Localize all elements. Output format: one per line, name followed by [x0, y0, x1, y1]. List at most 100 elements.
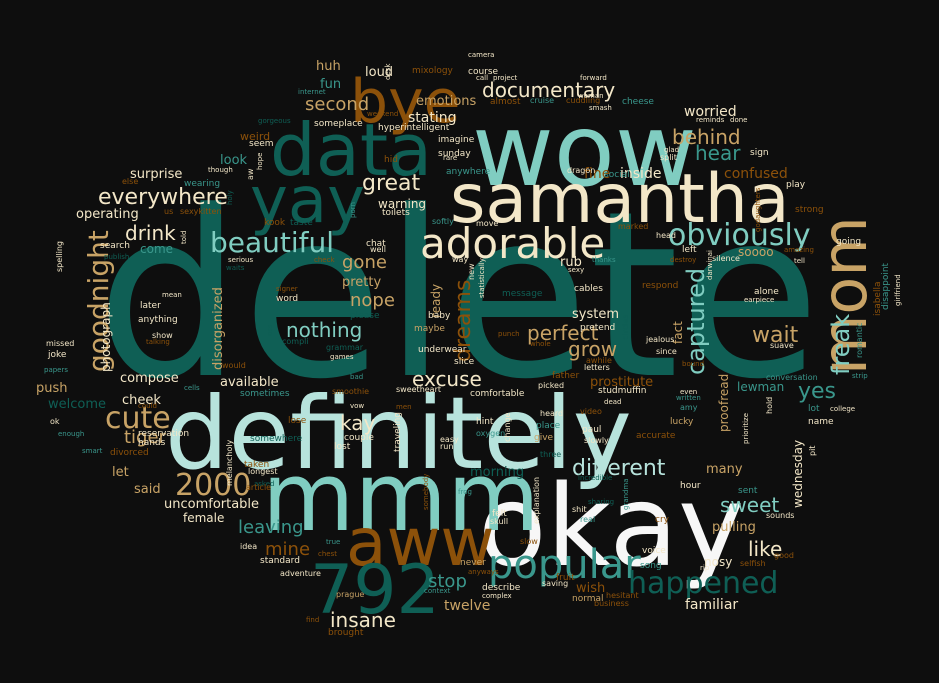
- word-loud: loud: [365, 65, 393, 80]
- word-drink: drink: [125, 221, 176, 245]
- word-lost: lost: [334, 442, 351, 452]
- word-explanation: explanation: [532, 477, 541, 524]
- word-awhile: awhile: [586, 356, 612, 365]
- word-insane: insane: [330, 608, 396, 632]
- word-missed: missed: [46, 339, 74, 348]
- word-leaving: leaving: [238, 517, 304, 538]
- word-cheese: cheese: [622, 97, 654, 107]
- word-like: like: [748, 537, 782, 561]
- word-move: move: [476, 219, 498, 228]
- word-done: done: [730, 116, 747, 124]
- word-prague: prague: [336, 590, 364, 599]
- word-amy: amy: [680, 403, 698, 412]
- word-saving: saving: [542, 579, 568, 588]
- word-uncomfortable: uncomfortable: [164, 497, 259, 512]
- word-prioritize: prioritize: [742, 413, 750, 444]
- word-disorganized: disorganized: [211, 287, 226, 370]
- word-paul: paul: [582, 425, 601, 435]
- word-hear: hear: [695, 141, 741, 165]
- word-woman: woman: [578, 92, 604, 100]
- word-never: never: [460, 558, 486, 568]
- word-conversation: conversation: [766, 373, 818, 382]
- word-heard: heard: [540, 409, 563, 418]
- word-course: course: [468, 67, 499, 77]
- word-hold: hold: [765, 397, 774, 414]
- word-soooo: soooo: [738, 245, 774, 259]
- word-pit: pit: [808, 446, 817, 456]
- word-welcome: welcome: [48, 397, 106, 412]
- word-though: though: [208, 166, 233, 174]
- word-anything: anything: [138, 315, 178, 325]
- word-oss: oss: [266, 324, 274, 336]
- word-nosy: nosy: [704, 555, 732, 569]
- word-cruise: cruise: [530, 96, 554, 105]
- word-792: 792: [310, 551, 440, 630]
- word-holy: holy: [226, 190, 234, 205]
- word-serious: serious: [228, 256, 253, 264]
- word-aww: aww: [346, 504, 494, 581]
- word-look: look: [220, 153, 248, 168]
- word-reminds: reminds: [696, 116, 725, 124]
- word-wait: wait: [752, 323, 799, 348]
- word-pulling: pulling: [712, 520, 756, 535]
- word-amazing: amazing: [784, 246, 814, 254]
- word-could: could: [138, 402, 157, 410]
- word-cry: cry: [655, 515, 670, 525]
- word-2000: 2000: [175, 468, 251, 503]
- word-lewman: lewman: [737, 380, 784, 394]
- word-even: even: [680, 388, 697, 396]
- word-earpiece: earpiece: [744, 296, 774, 304]
- word-sometimes: sometimes: [240, 389, 290, 399]
- word-sent: sent: [738, 486, 758, 496]
- word-song: song: [640, 561, 662, 571]
- word-romantic: romantic: [855, 322, 864, 358]
- word-destroy: destroy: [670, 256, 696, 264]
- word-definitely: definitely: [165, 375, 632, 492]
- word-inside: inside: [620, 166, 661, 182]
- word-chat: chat: [366, 239, 386, 249]
- word-great: great: [362, 171, 421, 196]
- word-spelling: spelling: [55, 241, 64, 272]
- word-sounds: sounds: [766, 511, 794, 520]
- word-social: social: [604, 170, 630, 180]
- word-fruit: fruit: [556, 573, 575, 583]
- word-documentary: documentary: [482, 78, 615, 102]
- word-please: please: [350, 311, 380, 321]
- word-nope: nope: [350, 290, 395, 311]
- word-darwinai: darwinai: [706, 250, 714, 280]
- word-ok: ok: [50, 417, 60, 426]
- word-pretend: pretend: [580, 323, 615, 333]
- word-anyways: anyways: [468, 568, 499, 576]
- word-joke: joke: [47, 350, 67, 360]
- word-fun: fun: [320, 77, 341, 92]
- word-incredible: incredible: [578, 474, 612, 482]
- word-studmuffin: studmuffin: [598, 386, 647, 396]
- word-silence: silence: [712, 254, 740, 263]
- word-run: run: [440, 442, 453, 451]
- word-skull: skull: [490, 517, 508, 526]
- word-lot: lot: [808, 404, 820, 414]
- word-forward: forward: [580, 74, 607, 82]
- word-grammar: grammar: [326, 343, 364, 352]
- word-desk: desk: [384, 63, 392, 80]
- word-fine: fine: [584, 166, 610, 182]
- word-pretty: pretty: [342, 275, 382, 290]
- word-gone: gone: [342, 252, 387, 273]
- word-publish: publish: [104, 253, 129, 261]
- word-oxygen: oxygen: [476, 429, 505, 438]
- word-confused: confused: [724, 166, 788, 182]
- word-standard: standard: [260, 556, 300, 566]
- word-told: told: [180, 231, 188, 244]
- word-us: us: [164, 207, 173, 216]
- word-slowly: slowly: [584, 436, 609, 445]
- word-proofread: proofread: [717, 374, 731, 432]
- word-nothing: nothing: [286, 318, 362, 342]
- word-felt: felt: [492, 509, 507, 519]
- word-cuddling: cuddling: [566, 96, 600, 105]
- word-project: project: [493, 74, 518, 82]
- word-frog: frog: [458, 488, 472, 496]
- word-kay: kay: [340, 411, 375, 435]
- word-godaughters: godaughters: [754, 187, 762, 232]
- word-sweetheart: sweetheart: [396, 385, 441, 394]
